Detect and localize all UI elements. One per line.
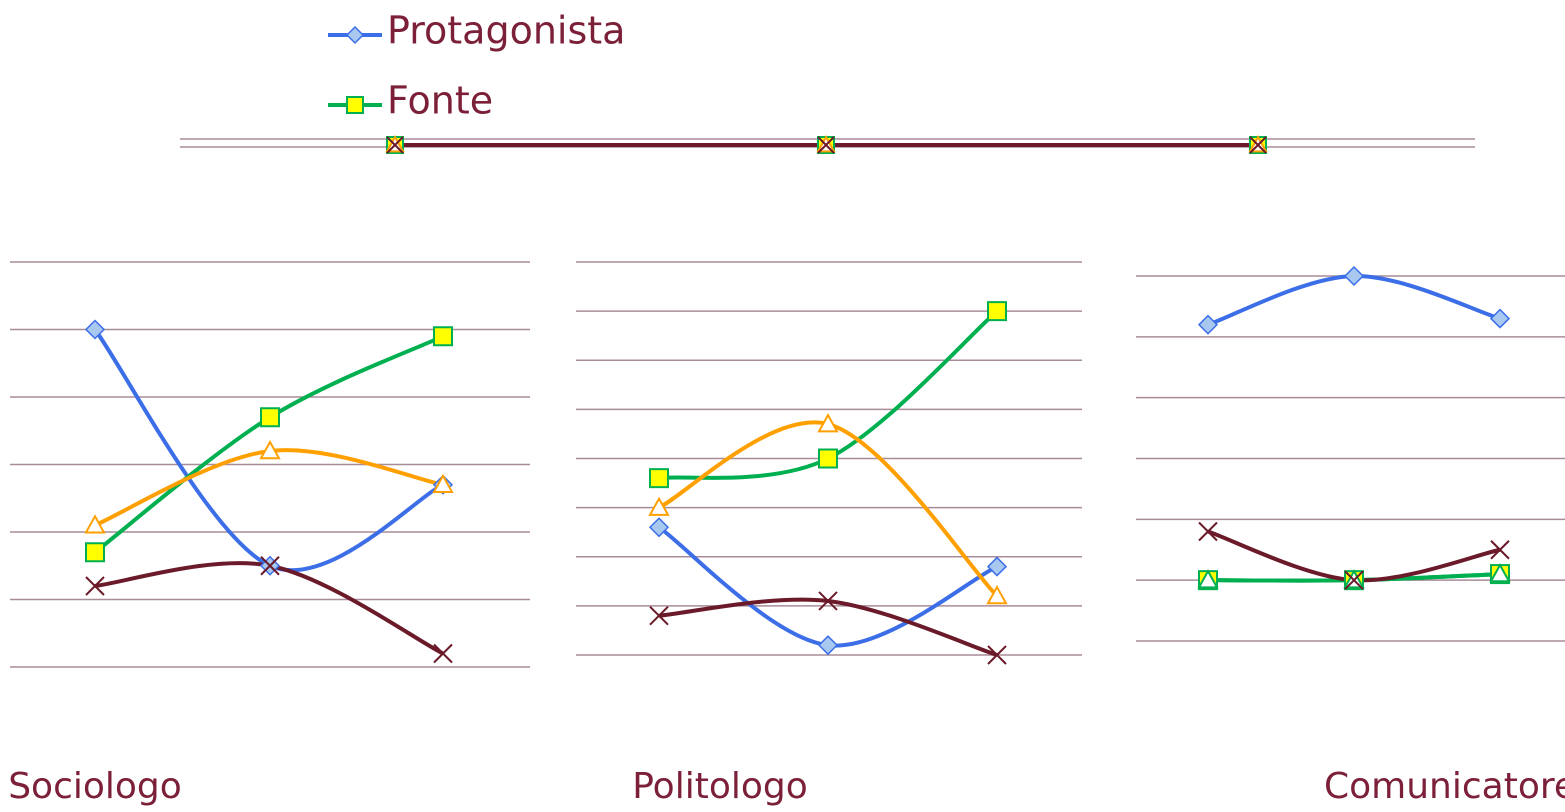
triangle-marker (432, 473, 454, 493)
triangle-marker (1197, 569, 1219, 589)
square-marker (433, 326, 453, 347)
diamond-marker (1489, 308, 1511, 329)
square-marker (85, 542, 105, 563)
x-marker (1198, 521, 1218, 542)
diamond-marker (1197, 314, 1219, 335)
x-marker (386, 136, 404, 154)
x-marker (987, 645, 1007, 665)
triangle-marker (986, 584, 1008, 605)
x-marker (260, 556, 280, 576)
x-marker (1249, 136, 1267, 154)
x-marker (818, 591, 838, 611)
diamond-marker (648, 517, 670, 538)
square-marker (649, 468, 669, 489)
diamond-marker (1343, 265, 1365, 287)
diamond-marker (84, 319, 106, 340)
legend-marker (345, 25, 365, 45)
triangle-marker (648, 496, 670, 516)
square-marker (818, 448, 838, 469)
chart-title: Comunicatore (1324, 766, 1565, 807)
diamond-marker (817, 635, 839, 656)
x-marker (817, 136, 835, 154)
square-marker (260, 407, 280, 428)
chart-title: Sociologo (8, 766, 182, 807)
series-line (94, 561, 444, 656)
x-marker (85, 576, 105, 596)
x-marker (1490, 540, 1510, 560)
triangle-marker (817, 413, 839, 433)
legend-label: Protagonista (387, 9, 625, 53)
legend-marker (346, 96, 364, 114)
series-line (657, 525, 998, 648)
x-marker (649, 605, 669, 626)
x-marker (1344, 570, 1364, 590)
diamond-marker (986, 556, 1008, 577)
square-marker (987, 301, 1007, 322)
series-line (94, 448, 444, 528)
triangle-marker (259, 439, 281, 460)
chart-title: Politologo (632, 766, 808, 807)
legend-label: Fonte (387, 79, 493, 123)
x-marker (433, 643, 453, 664)
triangle-marker (1489, 563, 1511, 583)
triangle-marker (84, 514, 106, 534)
